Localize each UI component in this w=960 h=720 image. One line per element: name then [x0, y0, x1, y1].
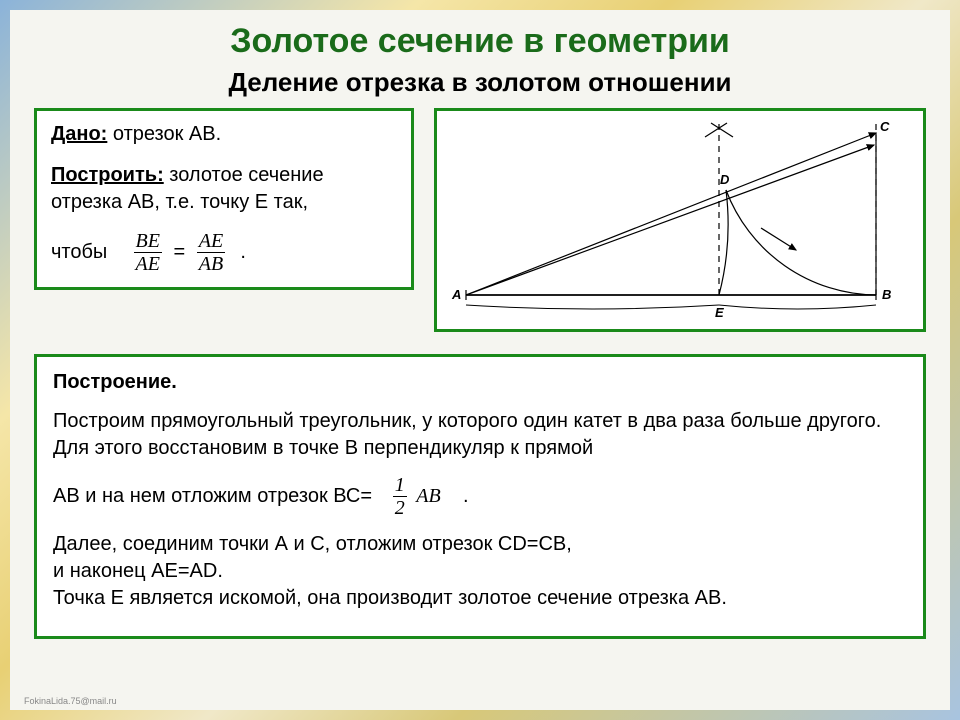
given-line: Дано: отрезок АВ. [51, 121, 397, 148]
p2a: АВ и на нем отложим отрезок ВС= [53, 485, 372, 507]
equals-sign: = [174, 241, 186, 263]
svg-text:E: E [715, 305, 724, 320]
construction-p3: Далее, соединим точки А и С, отложим отр… [53, 531, 907, 612]
half-frac: 1 2 [393, 474, 407, 519]
ratio-line: чтобы BE AE = AE AB . [51, 230, 397, 275]
half-num: 1 [393, 474, 407, 497]
construction-p1: Построим прямоугольный треугольник, у ко… [53, 408, 907, 462]
construct-label: Построить: [51, 164, 164, 186]
construct-line: Построить: золотое сечение отрезка АВ, т… [51, 162, 397, 216]
ratio1-num: BE [134, 230, 162, 253]
construction-heading: Построение. [53, 369, 907, 396]
golden-ratio-diagram: A B C D E [441, 115, 901, 325]
construction-box: Построение. Построим прямоугольный треуг… [34, 354, 926, 639]
given-text: отрезок АВ. [113, 123, 221, 145]
p2b: . [463, 485, 469, 507]
construction-p2: АВ и на нем отложим отрезок ВС= 1 2 AB . [53, 474, 907, 519]
slide-title: Золотое сечение в геометрии [34, 22, 926, 61]
so-that: чтобы [51, 241, 107, 263]
svg-text:B: B [882, 287, 891, 302]
slide-subtitle: Деление отрезка в золотом отношении [34, 67, 926, 98]
given-box: Дано: отрезок АВ. Построить: золотое сеч… [34, 108, 414, 290]
ratio2-num: AE [197, 230, 225, 253]
given-label: Дано: [51, 123, 107, 145]
svg-text:C: C [880, 119, 890, 134]
ratio2-den: AB [197, 253, 225, 275]
diagram-box: A B C D E [434, 108, 926, 332]
half-den: 2 [393, 497, 407, 519]
svg-text:D: D [720, 172, 730, 187]
svg-text:A: A [451, 287, 461, 302]
footer-credit: FokinaLida.75@mail.ru [24, 696, 117, 706]
ratio-1: BE AE [134, 230, 162, 275]
ratio-2: AE AB [197, 230, 225, 275]
half-var: AB [416, 485, 440, 507]
ratio1-den: AE [134, 253, 162, 275]
